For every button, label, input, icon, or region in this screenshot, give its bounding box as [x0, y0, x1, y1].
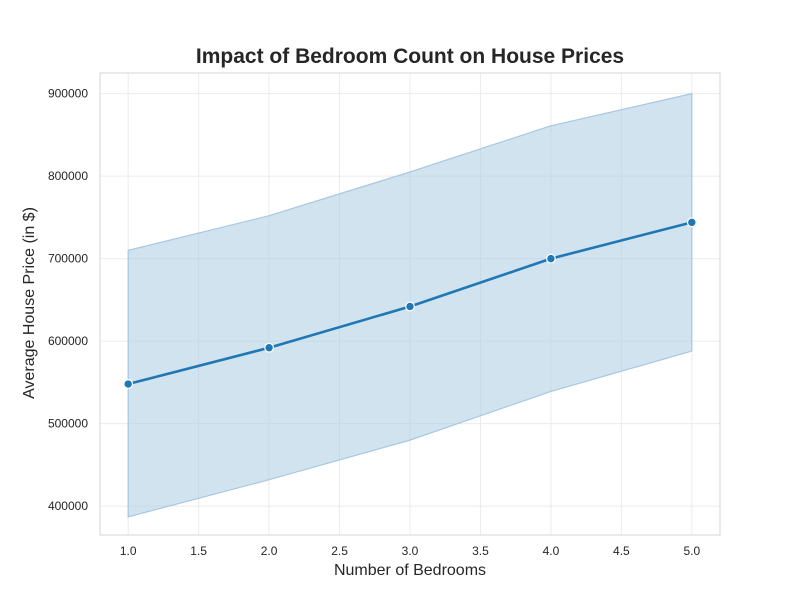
x-tick-label: 1.0 — [120, 544, 137, 558]
data-point — [546, 253, 556, 264]
chart-title: Impact of Bedroom Count on House Prices — [196, 45, 624, 68]
x-tick-label: 4.0 — [543, 544, 560, 558]
x-tick-label: 1.5 — [190, 544, 207, 558]
y-tick-label: 700000 — [48, 252, 88, 266]
x-tick-label: 3.0 — [402, 544, 419, 558]
plot-frame — [99, 72, 721, 536]
x-tick-labels: 1.0 1.5 2.0 2.5 3.0 3.5 4.0 4.5 5.0 — [120, 544, 701, 558]
data-point — [686, 217, 697, 228]
x-tick-label: 2.0 — [261, 544, 278, 558]
point-layer — [123, 217, 697, 389]
data-point — [264, 342, 274, 353]
y-tick-label: 400000 — [48, 499, 88, 513]
y-tick-label: 900000 — [48, 87, 88, 101]
y-tick-labels: 400000 500000 600000 700000 800000 900000 — [48, 87, 88, 514]
x-tick-label: 4.5 — [613, 544, 630, 558]
y-tick-label: 800000 — [48, 169, 88, 183]
data-point — [123, 379, 134, 389]
x-tick-label: 5.0 — [683, 544, 700, 558]
y-tick-label: 500000 — [48, 417, 88, 431]
x-axis-label: Number of Bedrooms — [334, 562, 486, 579]
x-tick-label: 2.5 — [331, 544, 348, 558]
data-point — [405, 301, 415, 312]
x-tick-label: 3.5 — [472, 544, 489, 558]
y-tick-label: 600000 — [48, 334, 88, 348]
y-axis-label: Average House Price (in $) — [21, 207, 38, 399]
